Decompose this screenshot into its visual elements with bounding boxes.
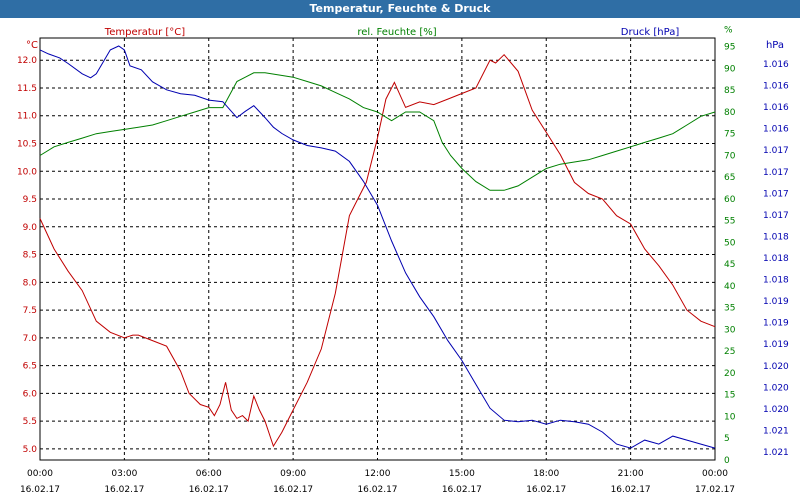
plot-frame: [39, 37, 716, 461]
pressure-tick-label: 1.021: [763, 426, 789, 436]
humidity-tick-label: 65: [724, 173, 735, 183]
pressure-tick-label: 1.020: [763, 405, 789, 415]
temperature-tick-label: 5.5: [23, 417, 37, 427]
x-tick-date: 16.02.17: [357, 485, 397, 495]
x-tick-time: 15:00: [449, 469, 475, 479]
humidity-tick-label: 90: [724, 64, 736, 74]
pressure-tick-label: 1.019: [763, 297, 789, 307]
pressure-axis-unit: hPa: [766, 40, 784, 51]
pressure-tick-label: 1.016: [763, 82, 789, 92]
temperature-tick-label: 9.0: [23, 223, 38, 233]
x-tick-date: 16.02.17: [20, 485, 60, 495]
temperature-tick-label: 7.0: [23, 334, 38, 344]
humidity-line: [39, 72, 716, 191]
humidity-tick-label: 20: [724, 369, 736, 379]
series-lines: [39, 45, 716, 449]
pressure-tick-label: 1.017: [763, 146, 789, 156]
humidity-tick-label: 35: [724, 304, 735, 314]
temperature-tick-label: 6.5: [23, 362, 37, 372]
axes: [39, 37, 716, 461]
temperature-tick-label: 7.5: [23, 306, 37, 316]
temperature-line: [39, 53, 716, 448]
temperature-axis-unit: °C: [26, 40, 38, 51]
humidity-tick-label: 85: [724, 86, 735, 96]
humidity-tick-label: 0: [724, 456, 730, 466]
temperature-axis-label: Temperatur [°C]: [104, 27, 185, 38]
x-tick-date: 16.02.17: [189, 485, 229, 495]
temperature-tick-label: 6.0: [23, 389, 38, 399]
humidity-tick-label: 10: [724, 412, 736, 422]
x-tick-date: 16.02.17: [526, 485, 566, 495]
x-tick-date: 17.02.17: [695, 485, 735, 495]
pressure-tick-label: 1.017: [763, 189, 789, 199]
x-tick-time: 18:00: [533, 469, 559, 479]
temperature-tick-label: 10.0: [17, 167, 37, 177]
x-tick-time: 21:00: [618, 469, 644, 479]
temperature-tick-label: 8.0: [23, 278, 38, 288]
humidity-tick-label: 15: [724, 391, 735, 401]
x-tick-time: 06:00: [196, 469, 222, 479]
x-tick-date: 16.02.17: [273, 485, 313, 495]
pressure-tick-label: 1.017: [763, 211, 789, 221]
pressure-tick-label: 1.018: [763, 232, 789, 242]
pressure-tick-label: 1.016: [763, 60, 789, 70]
humidity-tick-label: 5: [724, 434, 730, 444]
temperature-tick-label: 8.5: [23, 251, 37, 261]
temperature-tick-label: 12.0: [17, 56, 37, 66]
axis-labels: 00:00 16.02.17 03:00 16.02.17 06:00 16.02.17 0…: [17, 26, 789, 495]
humidity-tick-label: 95: [724, 43, 735, 53]
grid: [40, 38, 715, 460]
pressure-tick-label: 1.021: [763, 448, 789, 458]
pressure-axis-label: Druck [hPa]: [621, 27, 680, 38]
x-tick-time: 09:00: [280, 469, 306, 479]
temperature-tick-label: 9.5: [23, 195, 37, 205]
x-tick-date: 16.02.17: [611, 485, 651, 495]
x-tick-time: 00:00: [702, 469, 728, 479]
humidity-tick-label: 25: [724, 347, 735, 357]
pressure-tick-label: 1.018: [763, 254, 789, 264]
chart-title: Temperatur, Feuchte & Druck: [0, 0, 800, 18]
humidity-tick-label: 50: [724, 238, 736, 248]
pressure-tick-label: 1.019: [763, 319, 789, 329]
x-tick-time: 00:00: [27, 469, 53, 479]
humidity-tick-label: 40: [724, 282, 736, 292]
humidity-tick-label: 80: [724, 108, 736, 118]
temperature-tick-label: 11.0: [17, 112, 37, 122]
humidity-tick-label: 75: [724, 130, 735, 140]
pressure-tick-label: 1.020: [763, 362, 789, 372]
humidity-tick-label: 45: [724, 260, 735, 270]
pressure-tick-label: 1.017: [763, 168, 789, 178]
pressure-tick-label: 1.016: [763, 103, 789, 113]
humidity-tick-label: 30: [724, 325, 736, 335]
pressure-tick-label: 1.020: [763, 383, 789, 393]
humidity-tick-label: %: [724, 26, 733, 36]
x-tick-date: 16.02.17: [104, 485, 144, 495]
temperature-tick-label: 5.0: [23, 445, 38, 455]
humidity-axis-label: rel. Feuchte [%]: [357, 27, 436, 38]
pressure-tick-label: 1.016: [763, 125, 789, 135]
temperature-tick-label: 10.5: [17, 140, 37, 150]
pressure-line: [39, 45, 716, 449]
pressure-tick-label: 1.019: [763, 340, 789, 350]
humidity-tick-label: 70: [724, 151, 736, 161]
humidity-tick-label: 55: [724, 217, 735, 227]
pressure-tick-label: 1.018: [763, 276, 789, 286]
x-tick-time: 03:00: [111, 469, 137, 479]
x-tick-time: 12:00: [365, 469, 391, 479]
x-tick-date: 16.02.17: [442, 485, 482, 495]
temperature-tick-label: 11.5: [17, 84, 37, 94]
humidity-tick-label: 60: [724, 195, 736, 205]
